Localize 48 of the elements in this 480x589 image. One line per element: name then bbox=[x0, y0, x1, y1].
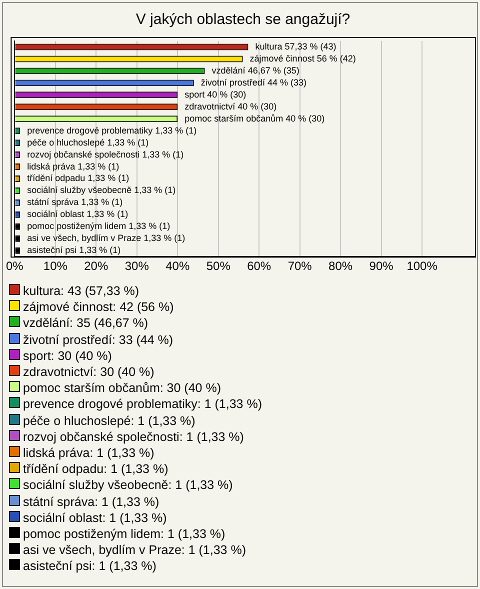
data-label: pomoc postiženým lidem 1,33 % (1) bbox=[27, 221, 170, 232]
text: třídění odpadu: 1 (1,33 %) bbox=[22, 461, 170, 478]
data-label: zájmové činnost 56 % (42) bbox=[250, 53, 356, 64]
data-label: vzdělání 46,67 % (35) bbox=[212, 65, 300, 76]
data-label: životní prostředí 44 % (33) bbox=[200, 77, 306, 88]
text: sociální služby všeobecně: 1 (1,33 %) bbox=[22, 477, 234, 494]
data-label: sociální služby všeobecně 1,33 % (1) bbox=[27, 185, 176, 196]
x-tick-label: 100% bbox=[406, 259, 438, 274]
text: sociální oblast: 1 (1,33 %) bbox=[22, 510, 168, 526]
data-label: asisteční psi 1,33 % (1) bbox=[27, 245, 121, 256]
text: pomoc starším občanům: 30 (40 %) bbox=[22, 380, 222, 396]
text: kultura: 43 (57,33 %) bbox=[22, 283, 140, 300]
x-tick-label: 50% bbox=[206, 259, 231, 274]
data-label: zdravotnictví 40 % (30) bbox=[184, 101, 277, 112]
data-label: péče o hluchoslepé 1,33 % (1) bbox=[27, 137, 149, 148]
text: rozvoj občanské společnosti: 1 (1,33 %) bbox=[22, 428, 245, 446]
data-label: státní správa 1,33 % (1) bbox=[27, 197, 123, 208]
text: vzdělání: 35 (46,67 %) bbox=[22, 315, 150, 332]
text: zájmové činnost: 42 (56 %) bbox=[22, 299, 175, 316]
text: lidská práva: 1 (1,33 %) bbox=[22, 445, 156, 462]
text: asi ve všech, bydlím v Praze: 1 (1,33 %) bbox=[22, 542, 248, 558]
text: sport: 30 (40 %) bbox=[22, 348, 113, 364]
text: státní správa: 1 (1,33 %) bbox=[22, 494, 160, 510]
text: prevence drogové problematiky: 1 (1,33 %) bbox=[22, 396, 262, 413]
data-label: rozvoj občanské společnosti 1,33 % (1) bbox=[27, 149, 184, 160]
data-label: prevence drogové problematiky 1,33 % (1) bbox=[27, 125, 197, 136]
text: zdravotnictví: 30 (40 %) bbox=[22, 364, 156, 380]
x-tick-label: 40% bbox=[166, 259, 190, 274]
x-tick-label: 70% bbox=[288, 259, 312, 274]
x-tick-label: 10% bbox=[43, 259, 68, 274]
text: péče o hluchoslepé: 1 (1,33 %) bbox=[22, 412, 196, 429]
x-tick-label: 30% bbox=[124, 259, 150, 274]
data-label: asi ve všech, bydlím v Praze 1,33 % (1) bbox=[27, 233, 186, 244]
data-label: sport 40 % (30) bbox=[184, 89, 246, 100]
data-label: lidská práva 1,33 % (1) bbox=[27, 161, 120, 172]
text: pomoc postiženým lidem: 1 (1,33 %) bbox=[22, 526, 226, 542]
text: asisteční psi: 1 (1,33 %) bbox=[22, 558, 158, 575]
data-label: kultura 57,33 % (43) bbox=[255, 41, 336, 52]
text: životní prostředí: 33 (44 %) bbox=[22, 332, 174, 348]
data-label: třídění odpadu 1,33 % (1) bbox=[27, 173, 130, 184]
data-label: pomoc starším občanům 40 % (30) bbox=[184, 113, 325, 124]
data-label: sociální oblast 1,33 % (1) bbox=[27, 209, 128, 220]
x-tick-label: 20% bbox=[84, 259, 108, 274]
x-tick-label: 60% bbox=[247, 259, 272, 274]
x-tick-label: 80% bbox=[328, 259, 353, 274]
x-tick-label: 90% bbox=[369, 259, 394, 274]
chart-title: V jakých oblastech se angažují? bbox=[136, 11, 350, 28]
x-tick-label: 0% bbox=[6, 259, 24, 274]
